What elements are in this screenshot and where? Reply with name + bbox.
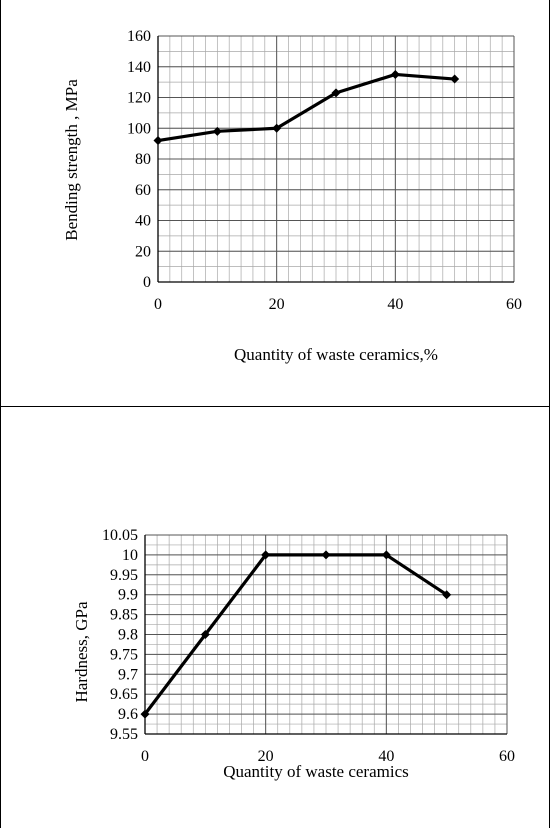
x-tick-label: 0 (154, 296, 162, 313)
y-tick-label: 80 (135, 151, 151, 168)
x-tick-label: 60 (499, 748, 515, 765)
y-tick-label: 9.7 (118, 666, 138, 683)
y-tick-label: 9.8 (118, 627, 138, 644)
x-axis-label: Quantity of waste ceramics,% (234, 345, 438, 364)
y-tick-label: 140 (127, 59, 151, 76)
y-tick-label: 9.65 (110, 686, 138, 703)
y-tick-label: 9.55 (110, 726, 138, 743)
x-tick-label: 20 (258, 748, 274, 765)
y-tick-label: 160 (127, 28, 151, 45)
y-axis-label: Bending strength , MPa (62, 79, 81, 241)
y-tick-label: 10.05 (102, 527, 138, 544)
y-tick-label: 120 (127, 90, 151, 107)
y-tick-label: 0 (143, 274, 151, 291)
y-tick-label: 60 (135, 182, 151, 199)
x-tick-label: 20 (269, 296, 285, 313)
chart-panel-bending: 0 20 40 60 0 20 40 60 80 100 120 140 160 Quantity of… (0, 0, 550, 407)
y-tick-label: 9.9 (118, 587, 138, 604)
data-point (140, 709, 150, 719)
y-tick-label: 9.6 (118, 706, 138, 723)
data-point (153, 136, 163, 146)
data-point (321, 550, 331, 560)
x-tick-label: 60 (506, 296, 522, 313)
data-point (331, 88, 341, 98)
y-tick-label: 9.75 (110, 646, 138, 663)
y-tick-label: 9.85 (110, 607, 138, 624)
y-tick-label: 20 (135, 243, 151, 260)
hardness-chart: 0 20 40 60 9.55 9.6 9.65 9.7 9.75 9.8 9.85 9.9 9.95 1… (72, 527, 515, 781)
series-line (157, 72, 455, 143)
bending-strength-chart: 0 20 40 60 0 20 40 60 80 100 120 140 160 Quantity of… (62, 28, 522, 364)
x-axis-label: Quantity of waste ceramics (223, 762, 409, 781)
y-tick-label: 9.95 (110, 567, 138, 584)
data-point (261, 550, 271, 560)
data-point (390, 69, 400, 79)
series-line (143, 553, 448, 716)
data-point (212, 126, 222, 136)
chart-panel-hardness: 0 20 40 60 9.55 9.6 9.65 9.7 9.75 9.8 9.85 9.9 9.95 1… (0, 407, 550, 828)
x-tick-label: 40 (387, 296, 403, 313)
data-point (272, 123, 282, 133)
y-axis-label: Hardness, GPa (72, 601, 91, 702)
data-point (450, 74, 460, 84)
y-tick-label: 10 (122, 547, 138, 564)
y-tick-label: 100 (127, 120, 151, 137)
data-point (442, 590, 452, 600)
x-tick-label: 40 (378, 748, 394, 765)
y-tick-label: 40 (135, 213, 151, 230)
data-point (381, 550, 391, 560)
data-point (200, 630, 210, 639)
x-tick-label: 0 (141, 748, 149, 765)
